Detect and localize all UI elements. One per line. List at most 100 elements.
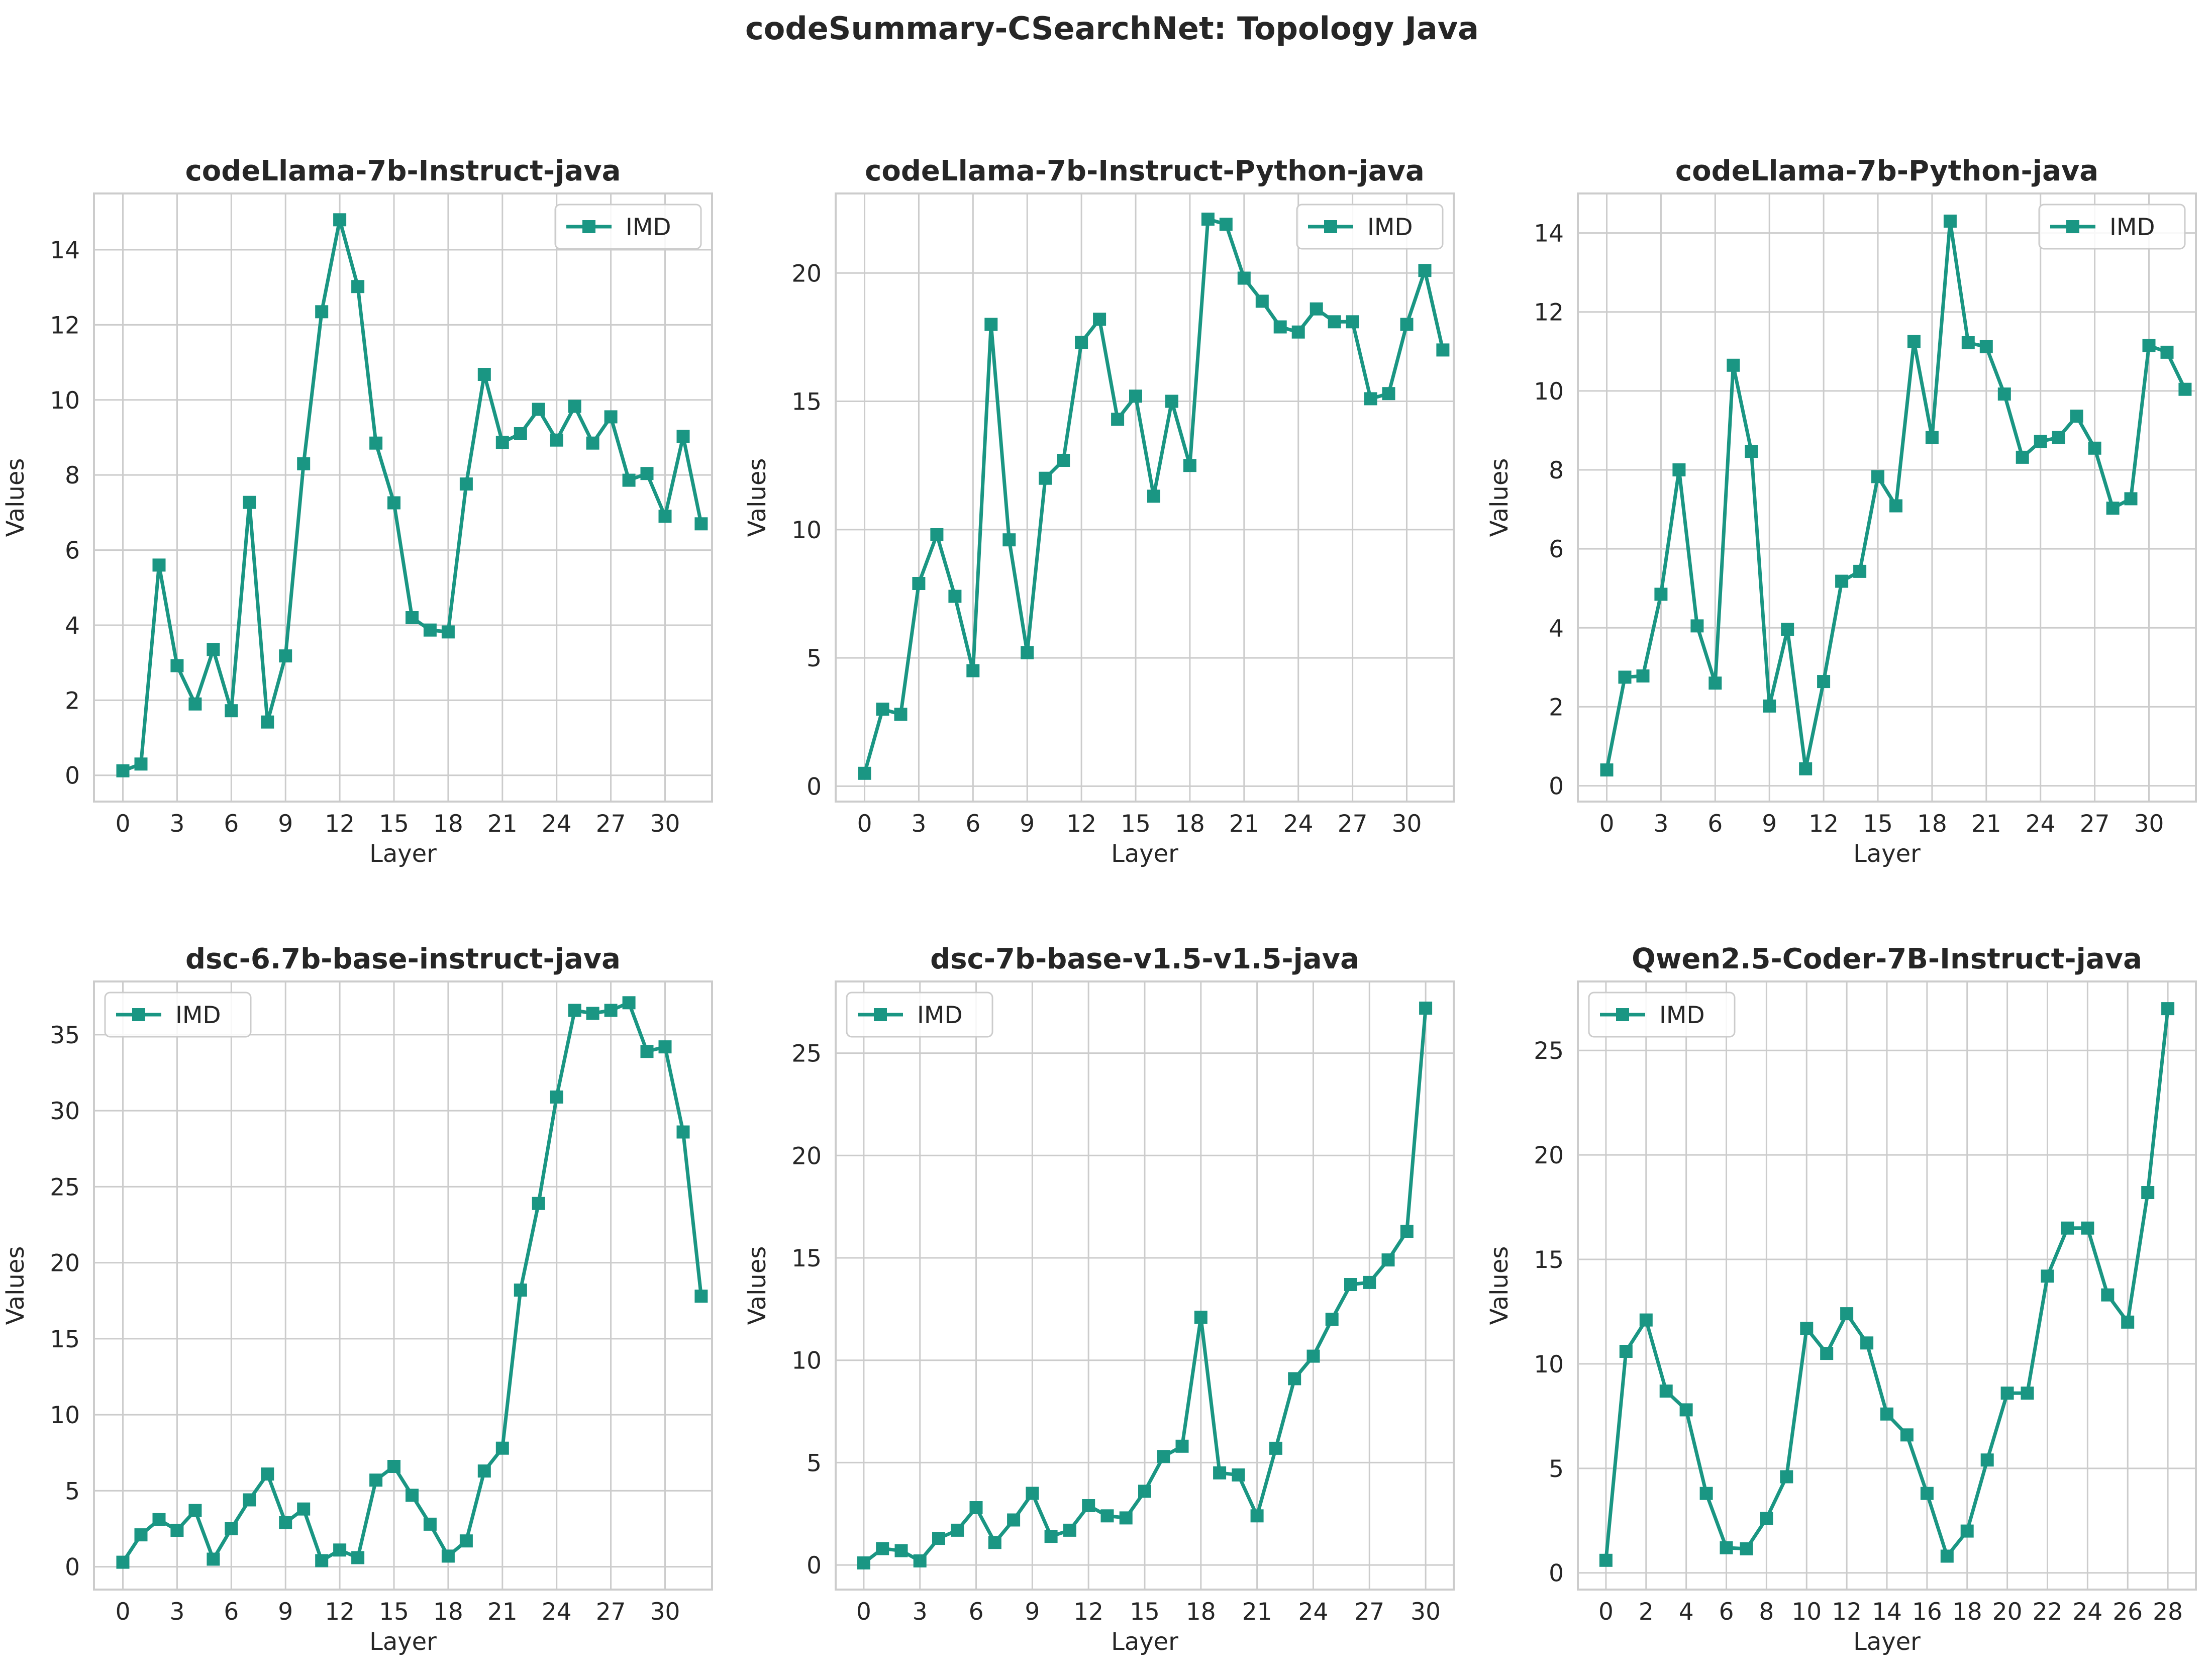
y-tick-label: 20: [1534, 1142, 1564, 1169]
data-point-marker: [1082, 1499, 1095, 1512]
y-tick-label: 12: [50, 312, 80, 339]
x-axis-label: Layer: [1111, 840, 1178, 868]
x-tick-label: 6: [969, 1598, 984, 1626]
data-point-marker: [1063, 1523, 1076, 1537]
data-point-marker: [550, 433, 563, 447]
x-tick-label: 0: [1599, 810, 1615, 838]
data-point-marker: [297, 1502, 311, 1516]
data-point-marker: [1310, 302, 1323, 316]
data-point-marker: [1780, 1470, 1793, 1484]
data-point-marker: [604, 1004, 618, 1017]
y-tick-label: 10: [1534, 1351, 1564, 1378]
data-point-marker: [894, 1544, 908, 1557]
data-point-marker: [1636, 669, 1650, 683]
data-point-marker: [912, 577, 926, 590]
data-point-marker: [2142, 339, 2156, 352]
data-point-marker: [1907, 335, 1921, 348]
x-tick-label: 12: [1073, 1598, 1103, 1626]
y-tick-label: 20: [791, 1142, 822, 1170]
data-point-marker: [1599, 1553, 1613, 1567]
data-point-marker: [1781, 623, 1794, 636]
panel-title: dsc-7b-base-v1.5-v1.5-java: [930, 943, 1359, 975]
panel-title: codeLlama-7b-Python-java: [1675, 155, 2098, 187]
legend-marker-swatch: [1616, 1008, 1629, 1021]
data-point-marker: [1363, 1275, 1376, 1289]
data-point-marker: [2106, 502, 2120, 515]
data-point-marker: [2121, 1315, 2135, 1329]
legend-marker-swatch: [1324, 220, 1337, 233]
y-tick-label: 10: [791, 517, 822, 544]
data-point-marker: [1044, 1530, 1058, 1543]
y-tick-label: 10: [50, 387, 80, 415]
data-point-marker: [1980, 1453, 1994, 1467]
data-point-marker: [532, 1197, 545, 1210]
data-point-marker: [1943, 215, 1957, 228]
y-tick-label: 14: [1534, 220, 1564, 248]
x-tick-label: 9: [1020, 810, 1035, 838]
x-tick-label: 9: [1762, 810, 1777, 838]
y-tick-label: 4: [1549, 615, 1564, 642]
data-point-marker: [2021, 1387, 2034, 1400]
x-tick-label: 6: [224, 1598, 239, 1626]
x-tick-label: 10: [1791, 1598, 1822, 1626]
x-tick-label: 30: [650, 1598, 680, 1626]
data-point-marker: [1057, 454, 1070, 467]
data-point-marker: [876, 1542, 889, 1555]
data-point-marker: [550, 1090, 563, 1104]
y-tick-label: 14: [50, 237, 80, 264]
data-point-marker: [351, 1551, 365, 1564]
x-tick-label: 21: [1971, 810, 2001, 838]
data-point-marker: [1619, 1345, 1633, 1358]
data-point-marker: [2124, 492, 2138, 506]
data-point-marker: [152, 1513, 166, 1526]
legend-marker-swatch: [2066, 220, 2079, 233]
x-tick-label: 18: [1952, 1598, 1982, 1626]
data-point-marker: [658, 510, 672, 523]
axes-frame: [1577, 192, 2197, 803]
data-point-marker: [1679, 1403, 1693, 1417]
data-point-marker: [894, 708, 908, 721]
data-point-marker: [1436, 343, 1450, 357]
y-tick-label: 20: [791, 260, 822, 287]
data-point-marker: [134, 1528, 148, 1542]
data-point-marker: [1800, 1322, 1814, 1335]
data-point-marker: [1654, 587, 1668, 601]
data-point-marker: [1306, 1349, 1320, 1363]
x-tick-label: 15: [1121, 810, 1151, 838]
data-point-marker: [1346, 315, 1359, 329]
data-point-marker: [1129, 389, 1142, 403]
x-tick-label: 18: [1186, 1598, 1216, 1626]
x-tick-label: 9: [1025, 1598, 1040, 1626]
y-tick-label: 4: [65, 612, 80, 640]
y-tick-label: 35: [50, 1022, 80, 1049]
legend: IMD: [554, 204, 702, 250]
legend: IMD: [1588, 992, 1736, 1038]
y-tick-label: 10: [50, 1402, 80, 1429]
data-point-marker: [1093, 313, 1107, 326]
axes-frame: [1577, 980, 2197, 1591]
legend: IMD: [846, 992, 993, 1038]
y-tick-label: 10: [1534, 378, 1564, 406]
data-point-marker: [1889, 499, 1902, 513]
data-point-marker: [1840, 1307, 1854, 1321]
data-point-marker: [1269, 1441, 1282, 1455]
data-point-marker: [459, 1534, 473, 1548]
data-point-marker: [1219, 218, 1233, 231]
x-tick-label: 27: [1338, 810, 1368, 838]
x-tick-label: 9: [278, 810, 293, 838]
data-point-marker: [387, 496, 400, 510]
x-tick-label: 3: [169, 1598, 184, 1626]
y-tick-label: 15: [1534, 1246, 1564, 1274]
data-point-marker: [1727, 358, 1740, 372]
x-tick-label: 12: [1832, 1598, 1862, 1626]
legend-marker-swatch: [582, 220, 595, 233]
data-point-marker: [261, 1467, 274, 1481]
data-point-marker: [406, 611, 419, 624]
legend-box: [1296, 204, 1444, 250]
plot-area: [94, 193, 712, 802]
data-point-marker: [1763, 699, 1776, 713]
data-point-marker: [586, 1007, 599, 1020]
x-tick-label: 21: [487, 810, 518, 838]
x-tick-label: 12: [325, 1598, 355, 1626]
legend-box: [1588, 992, 1736, 1038]
